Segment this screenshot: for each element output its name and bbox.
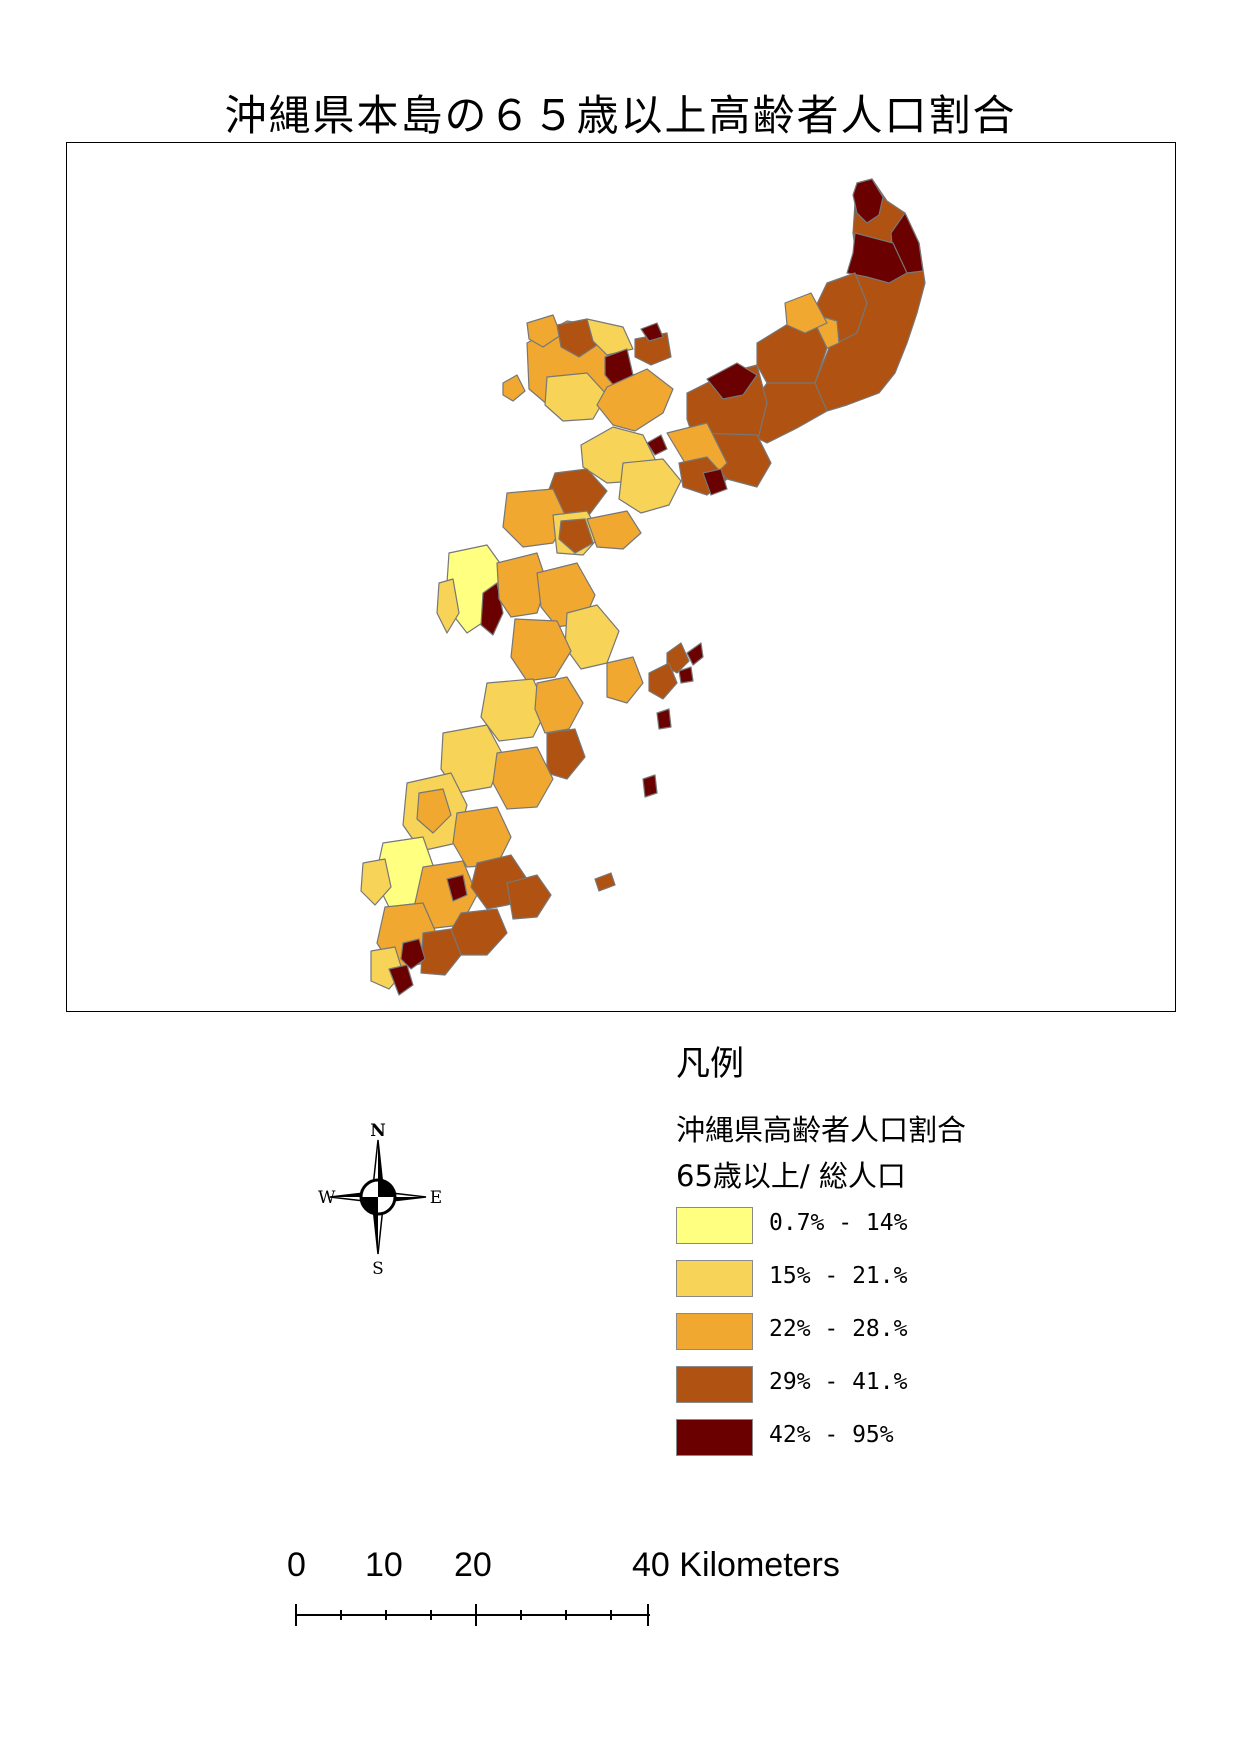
legend-swatch	[676, 1313, 753, 1350]
region-motobu-south	[544, 372, 608, 422]
map-title: 沖縄県本島の６５歳以上高齢者人口割合	[224, 91, 1017, 140]
map-legend: 凡例 沖縄県高齢者人口割合 65歳以上/ 総人口 0.7% - 14% 15% -…	[676, 1036, 1096, 1472]
islet-ikei-north	[686, 642, 704, 666]
region-kin	[618, 458, 682, 514]
legend-item: 29% - 41.%	[676, 1366, 1096, 1419]
islet-miyagi-cap	[678, 666, 694, 684]
scale-bar: 0 10 20 40 Kilometers	[270, 1546, 890, 1626]
region-motobu-islet	[502, 374, 526, 402]
region-kin-south	[586, 510, 642, 550]
north-label: N	[370, 1122, 386, 1141]
region-itoman-cap	[400, 938, 426, 970]
islet-tsuken	[656, 708, 672, 730]
legend-item: 22% - 28.%	[676, 1313, 1096, 1366]
legend-swatch	[676, 1260, 753, 1297]
region-tomigusuku-west	[360, 858, 392, 906]
okinawa-choropleth	[360, 178, 926, 996]
legend-item: 15% - 21.%	[676, 1260, 1096, 1313]
east-label: E	[430, 1188, 442, 1208]
map-frame[interactable]	[66, 142, 1176, 1012]
region-bise	[526, 314, 562, 348]
islet-hamahiga	[642, 774, 658, 798]
legend-heading: 凡例	[676, 1044, 744, 1084]
legend-label: 0.7% - 14%	[769, 1210, 908, 1236]
legend-layer-name: 沖縄県高齢者人口割合	[676, 1113, 967, 1147]
legend-field-name: 65歳以上/ 総人口	[676, 1159, 906, 1193]
region-urasoe	[440, 724, 504, 794]
region-yaese-deep	[446, 874, 468, 902]
north-arrow-icon: N S E W	[318, 1122, 442, 1279]
legend-swatch	[676, 1419, 753, 1456]
region-zampa	[480, 582, 504, 636]
region-yagaji-north	[640, 322, 664, 342]
islet-miyagi	[648, 662, 678, 700]
region-kin-deep	[702, 468, 728, 496]
region-okinawa-city	[510, 618, 572, 682]
islet-kudaka	[594, 872, 616, 892]
legend-swatch	[676, 1207, 753, 1244]
region-yomitan-coast	[436, 578, 460, 634]
scale-bar-line	[295, 1604, 650, 1626]
region-ishikawa-deep	[558, 518, 594, 554]
region-imadomari	[556, 318, 598, 358]
region-haneji	[706, 362, 758, 400]
legend-item: 0.7% - 14%	[676, 1207, 1096, 1260]
scale-label-20: 20	[454, 1546, 492, 1584]
scale-label-0: 0	[287, 1546, 306, 1584]
legend-swatch	[676, 1366, 753, 1403]
legend-label: 15% - 21.%	[769, 1263, 908, 1289]
south-label: S	[372, 1259, 384, 1279]
region-itoman-south	[420, 928, 462, 976]
region-kyan-deep	[388, 964, 414, 996]
region-nago-city	[596, 368, 674, 432]
scale-label-40: 40 Kilometers	[632, 1546, 840, 1584]
region-ginowan	[480, 678, 548, 742]
region-nishihara	[492, 746, 554, 810]
region-kin-cap	[646, 434, 668, 456]
legend-label: 29% - 41.%	[769, 1369, 908, 1395]
region-hedo	[852, 178, 884, 224]
scale-label-10: 10	[365, 1546, 403, 1584]
region-kadena	[496, 552, 548, 618]
region-onna-south	[502, 488, 568, 548]
region-uruma-east	[564, 604, 620, 670]
region-ada	[846, 232, 908, 284]
region-naha-core	[416, 788, 452, 834]
region-ogimi	[784, 292, 828, 334]
region-katsuren	[606, 656, 644, 704]
legend-item: 42% - 95%	[676, 1419, 1096, 1472]
region-nakagusuku	[546, 728, 586, 780]
legend-label: 42% - 95%	[769, 1422, 894, 1448]
region-nanjo-east	[506, 874, 552, 920]
legend-label: 22% - 28.%	[769, 1316, 908, 1342]
region-kitanakagusuku	[534, 676, 584, 734]
west-label: W	[318, 1188, 336, 1208]
